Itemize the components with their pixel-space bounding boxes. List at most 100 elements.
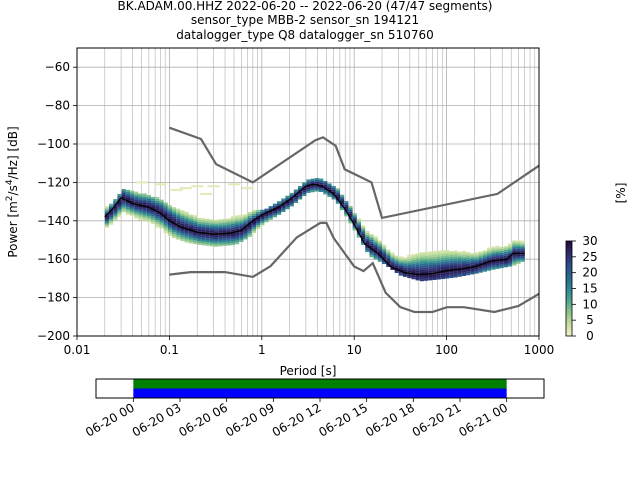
density-cell [482,269,488,272]
density-cell [247,227,252,230]
density-cell [487,253,492,256]
density-cell [134,216,139,219]
density-cell [214,229,219,232]
density-cell [340,194,345,197]
density-cell [327,183,332,186]
density-cell [214,219,219,222]
density-cell [180,239,185,242]
density-cell [205,239,210,242]
density-cell [503,255,509,258]
density-cell [197,221,202,224]
density-cell [457,253,462,256]
density-cell [155,225,160,228]
density-cell [424,253,429,256]
density-cell [113,216,118,219]
density-cell [142,214,147,217]
density-cell [205,220,210,223]
density-cell [281,208,286,211]
density-cell [159,220,164,223]
density-cell [474,263,479,266]
density-cell [268,211,273,214]
density-cell [432,252,437,255]
density-cell [197,227,202,230]
density-cell [419,254,425,257]
density-cell [466,263,471,266]
density-cell [138,201,143,204]
density-cell [356,230,362,233]
density-cell [415,261,420,264]
density-cell [163,225,168,228]
density-cell [256,227,261,230]
density-cell [415,268,420,271]
density-cell [251,221,257,224]
density-cell [251,231,257,234]
density-cell [243,218,248,221]
density-cell [188,216,194,219]
density-cell [247,219,252,222]
coverage-bars [133,379,507,398]
density-cell [449,252,454,255]
coverage-tick-label: 06-20 06 [176,400,230,439]
density-cell [218,225,223,228]
density-cell [369,243,374,246]
density-cell [163,221,168,224]
density-cell [155,204,160,207]
density-cell [230,225,236,228]
density-cell [243,233,248,236]
density-cell [247,217,252,220]
density-cell [188,226,194,229]
density-cell [138,199,143,202]
density-cell [176,233,181,236]
density-cell [281,200,286,203]
density-cell [331,185,336,188]
density-cell [310,182,315,185]
density-cell [440,259,446,262]
new-low-noise-model [169,221,540,314]
density-cell [461,250,467,253]
density-cell [432,276,437,279]
density-cell [478,251,483,254]
density-cell [209,223,215,226]
density-cell [348,219,353,222]
density-cell [235,223,240,226]
density-cell [369,245,374,248]
density-cell [226,233,231,236]
density-cell [390,260,395,263]
density-cell [155,212,160,215]
density-cell [403,261,408,264]
density-cell [121,206,126,209]
density-cell [197,235,202,238]
density-cell [428,270,433,273]
density-cell [365,246,370,249]
density-cell [289,192,294,195]
density-cell [453,273,458,276]
density-cell [516,257,521,260]
density-cell [239,216,244,219]
density-cell [348,213,353,216]
density-cell [365,240,370,243]
density-cell [163,202,168,205]
density-cell [243,227,248,230]
density-cell [172,213,177,216]
density-cell [411,271,416,274]
density-cell [214,223,219,226]
density-cell [390,267,395,270]
density-cell [319,190,324,193]
density-cell [474,258,479,261]
density-cell [356,224,362,227]
density-cell [487,268,492,271]
density-cell [398,260,404,263]
density-cell [512,253,517,256]
density-cell [499,248,504,251]
density-cell [478,261,483,264]
density-cell [184,213,189,216]
density-cell [109,211,114,214]
density-cell [239,224,244,227]
density-cell [461,252,467,255]
density-cell [411,259,416,262]
density-cell [176,226,181,229]
density-cell [440,277,446,280]
density-cell [407,274,412,277]
density-cell [113,210,118,213]
